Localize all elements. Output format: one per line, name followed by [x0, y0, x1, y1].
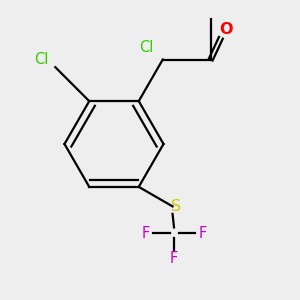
Text: Cl: Cl	[139, 40, 153, 55]
Text: O: O	[220, 22, 233, 37]
Text: F: F	[198, 226, 207, 241]
Text: F: F	[141, 226, 150, 241]
Text: S: S	[171, 199, 181, 214]
Text: F: F	[170, 251, 178, 266]
Text: Cl: Cl	[34, 52, 48, 67]
